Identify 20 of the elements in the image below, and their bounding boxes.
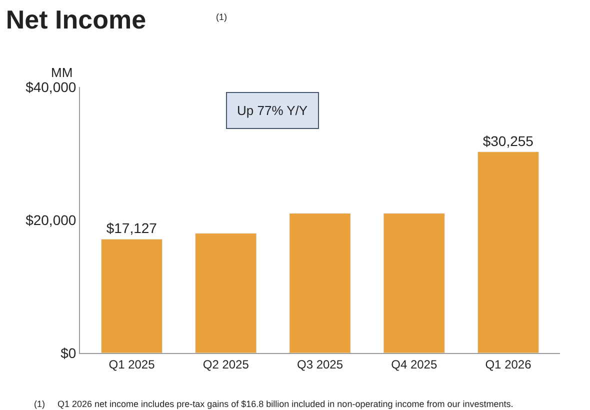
x-tick-label: Q4 2025 (391, 357, 438, 372)
annotation: Up 77% Y/Y (237, 103, 308, 118)
bar (100, 238, 163, 353)
y-axis-title: MM (51, 65, 73, 80)
data-label: $17,127 (106, 220, 158, 236)
bar (383, 213, 445, 353)
x-tick-label: Q1 2026 (485, 357, 532, 372)
bar (289, 213, 351, 353)
y-tick-label: $0 (60, 344, 76, 361)
y-tick-label: $40,000 (26, 78, 76, 95)
y-tick-label: $20,000 (26, 212, 76, 228)
x-tick-label: Q2 2025 (202, 357, 250, 372)
text: (1) Q1 2026 net income includes pre-tax gains of $16.8 billion included in non-operating income from our investments. (34, 399, 514, 409)
x-tick-label: Q3 2025 (296, 357, 344, 372)
data-label: $30,255 (482, 132, 534, 149)
text: (1) (216, 12, 227, 22)
bar (477, 152, 540, 353)
bar (195, 233, 257, 353)
x-tick-label: Q1 2025 (108, 357, 156, 372)
chart-title: Net Income (6, 4, 146, 34)
